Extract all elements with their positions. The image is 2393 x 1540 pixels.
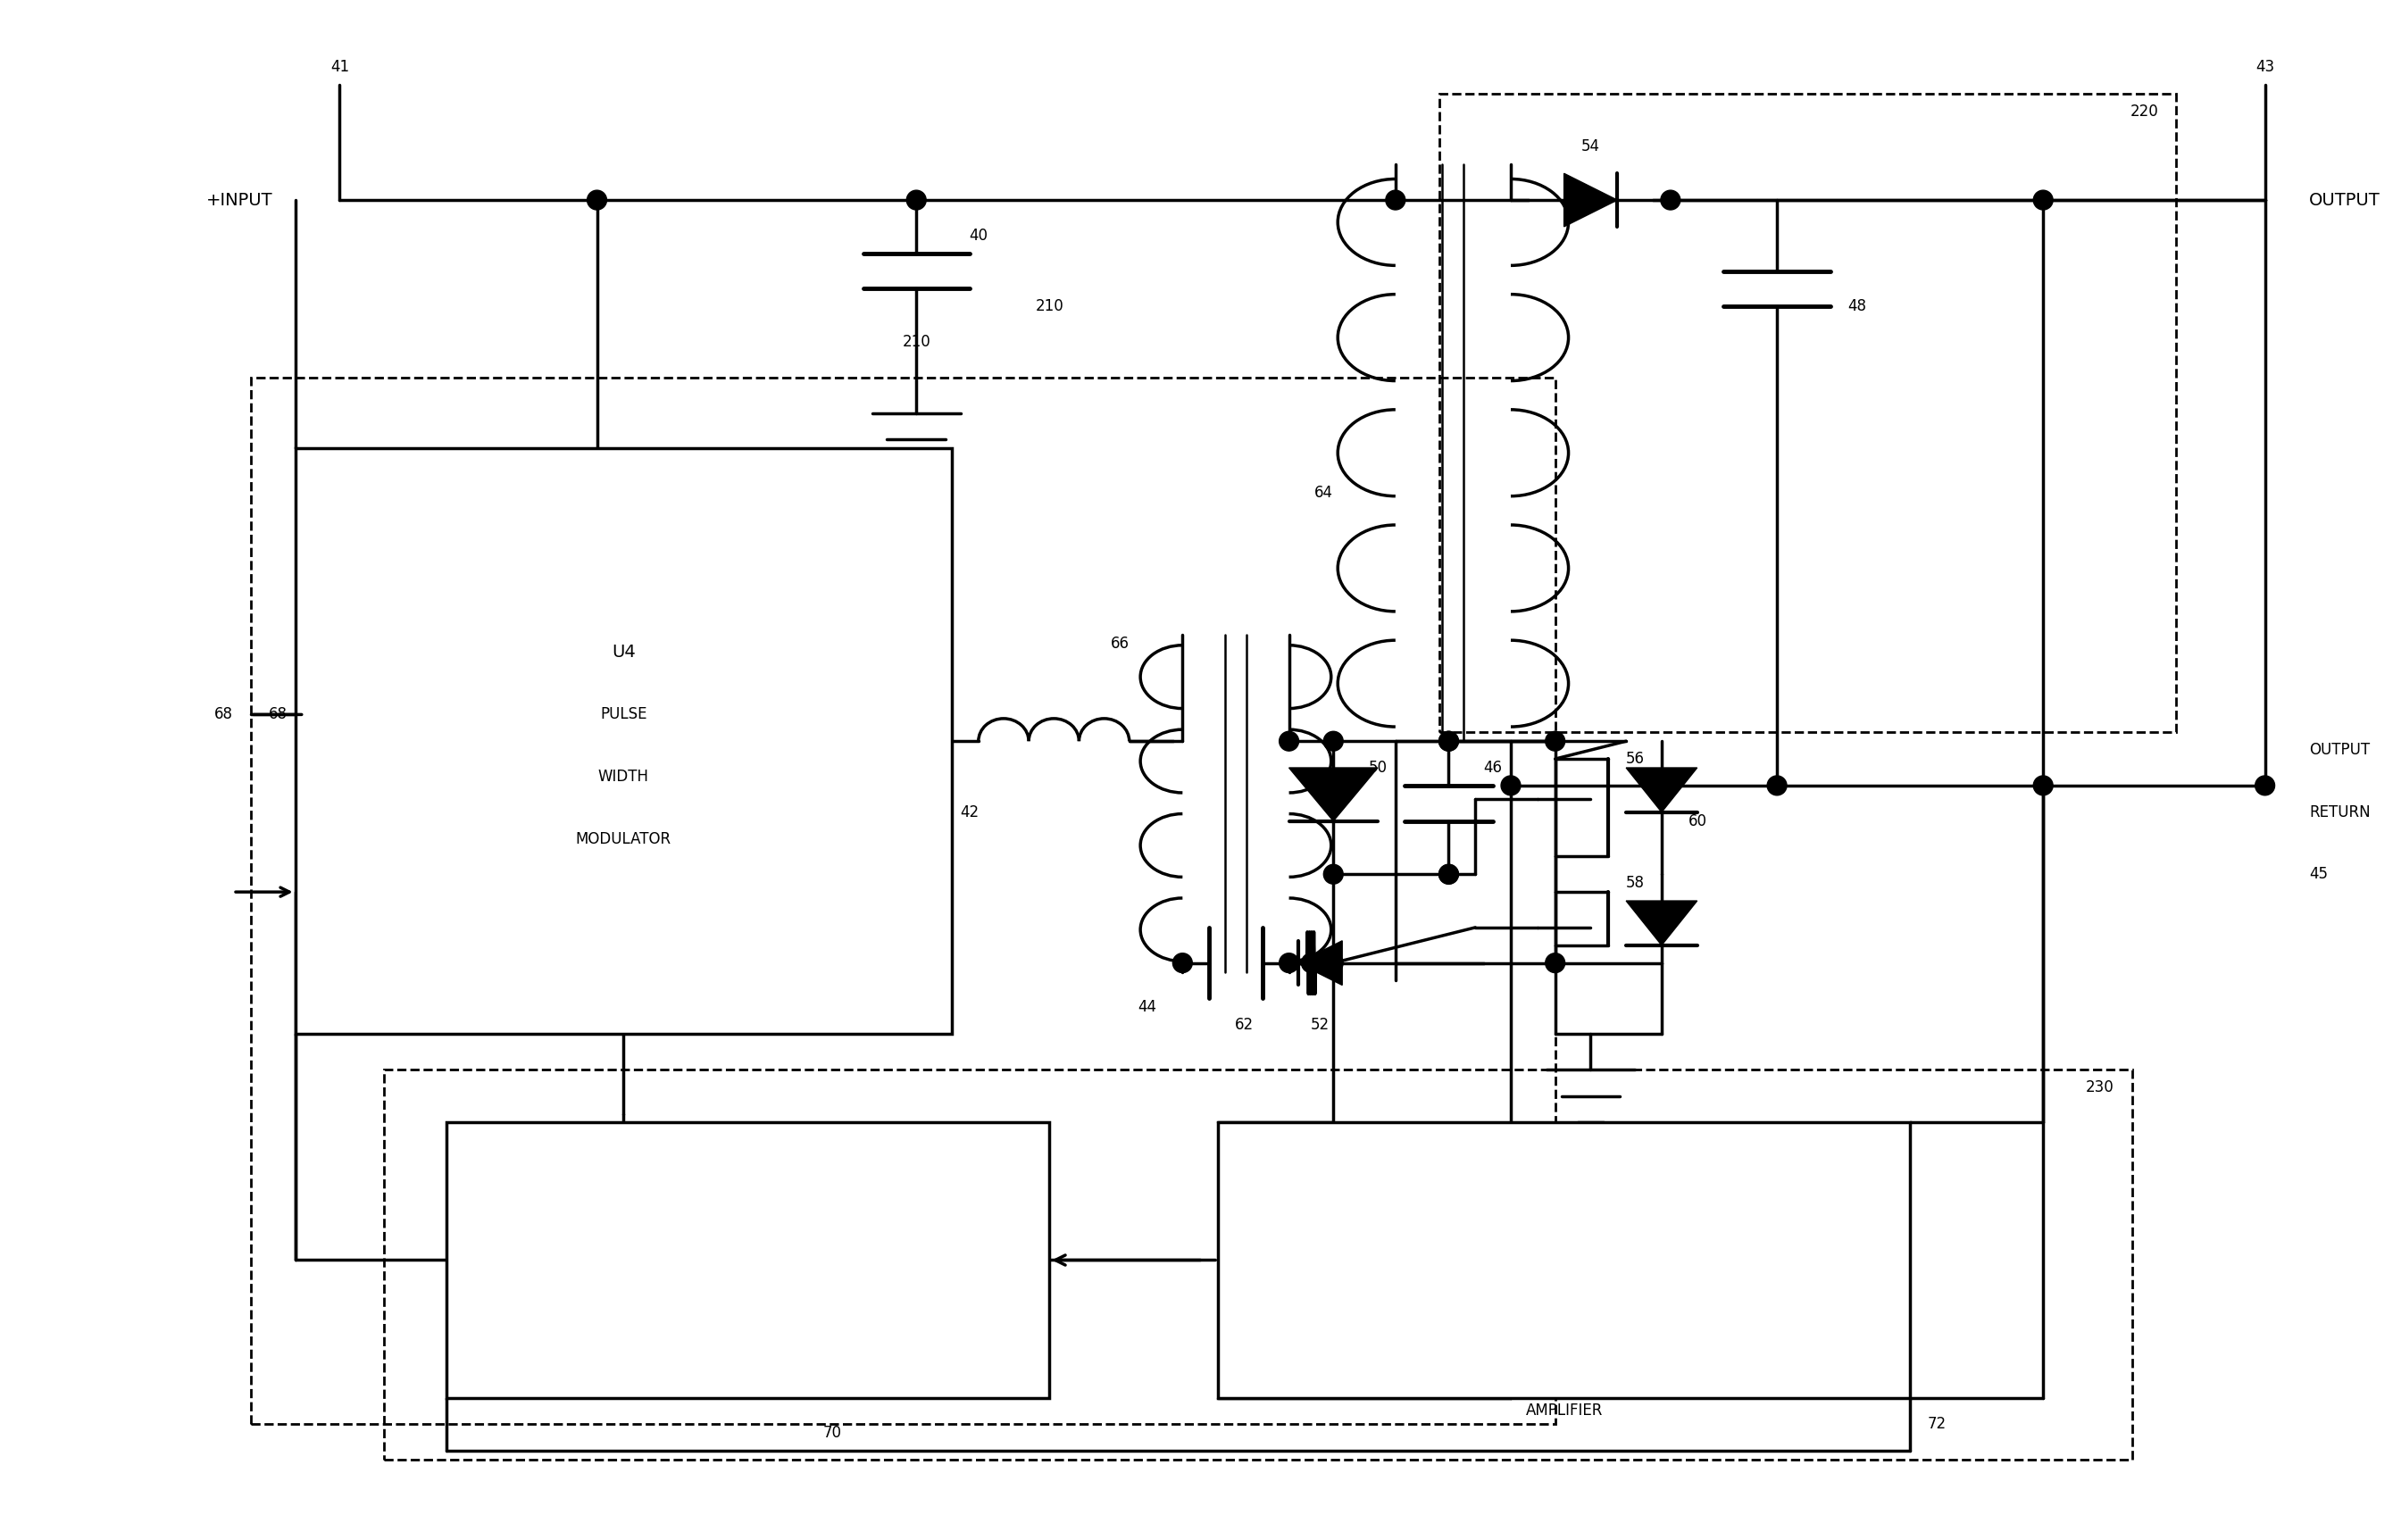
Polygon shape xyxy=(1627,901,1697,946)
Circle shape xyxy=(1323,953,1342,973)
Bar xyxy=(1441,94,2175,733)
Text: 220: 220 xyxy=(2130,103,2158,120)
Text: WIDTH: WIDTH xyxy=(598,768,649,785)
Text: REFERENCE: REFERENCE xyxy=(1520,1217,1608,1232)
Text: 40: 40 xyxy=(969,228,988,243)
Circle shape xyxy=(1546,953,1565,973)
Circle shape xyxy=(1500,776,1520,795)
Circle shape xyxy=(1323,864,1342,884)
Text: 52: 52 xyxy=(1311,1016,1331,1033)
Circle shape xyxy=(1386,191,1405,209)
Text: 230: 230 xyxy=(2087,1080,2113,1095)
Circle shape xyxy=(1661,191,1680,209)
Circle shape xyxy=(1280,732,1299,752)
Text: AMPLIFIER: AMPLIFIER xyxy=(1524,1403,1603,1418)
Text: U5: U5 xyxy=(735,1181,759,1198)
Bar xyxy=(383,1069,2132,1460)
Circle shape xyxy=(2034,776,2053,795)
Circle shape xyxy=(1438,864,1457,884)
Text: U4: U4 xyxy=(613,644,637,661)
Text: 60: 60 xyxy=(1687,813,1706,829)
Text: PULSE: PULSE xyxy=(601,707,646,722)
Text: 70: 70 xyxy=(823,1424,842,1441)
Text: 66: 66 xyxy=(1110,636,1129,651)
Circle shape xyxy=(907,191,926,209)
Text: OUTPUT: OUTPUT xyxy=(2309,742,2369,758)
Circle shape xyxy=(1766,776,1788,795)
Circle shape xyxy=(586,191,608,209)
Text: 68: 68 xyxy=(215,707,232,722)
Text: MODULATOR: MODULATOR xyxy=(577,830,672,847)
Text: 43: 43 xyxy=(2257,59,2273,75)
Polygon shape xyxy=(1290,768,1378,821)
Circle shape xyxy=(2254,776,2276,795)
Polygon shape xyxy=(1627,768,1697,812)
Circle shape xyxy=(1280,953,1299,973)
Circle shape xyxy=(1302,953,1321,973)
Text: 56: 56 xyxy=(1627,752,1644,767)
Text: +INPUT: +INPUT xyxy=(206,191,273,208)
Bar xyxy=(445,1123,1051,1398)
Text: 58: 58 xyxy=(1627,875,1644,892)
Text: 210: 210 xyxy=(902,334,931,350)
Circle shape xyxy=(1323,732,1342,752)
Bar xyxy=(1218,1123,1910,1398)
Text: 68: 68 xyxy=(268,707,287,722)
Circle shape xyxy=(1438,732,1457,752)
Text: RETURN: RETURN xyxy=(2309,804,2371,821)
Circle shape xyxy=(1173,953,1192,973)
Bar xyxy=(294,448,952,1033)
Circle shape xyxy=(1438,732,1457,752)
Text: 54: 54 xyxy=(1582,139,1601,156)
Text: 41: 41 xyxy=(330,59,349,75)
Circle shape xyxy=(1546,732,1565,752)
Text: OUTPUT: OUTPUT xyxy=(2309,191,2381,208)
Text: 50: 50 xyxy=(1369,759,1388,776)
Text: 44: 44 xyxy=(1137,999,1156,1015)
Text: 72: 72 xyxy=(1929,1417,1946,1432)
Text: 64: 64 xyxy=(1314,485,1333,500)
Text: 46: 46 xyxy=(1484,759,1503,776)
Text: ISOLATOR: ISOLATOR xyxy=(711,1314,785,1331)
Text: 48: 48 xyxy=(1847,299,1867,314)
Polygon shape xyxy=(1565,174,1618,226)
Bar xyxy=(251,377,1555,1424)
Text: AND: AND xyxy=(1548,1278,1579,1295)
Text: 42: 42 xyxy=(960,804,979,821)
Circle shape xyxy=(2034,191,2053,209)
Polygon shape xyxy=(1297,941,1342,986)
Text: 62: 62 xyxy=(1235,1016,1254,1033)
Text: FEEDBACK: FEEDBACK xyxy=(708,1252,787,1267)
Text: ERROR: ERROR xyxy=(1539,1341,1589,1357)
Circle shape xyxy=(1438,864,1457,884)
Text: 210: 210 xyxy=(1036,299,1062,314)
Text: U6: U6 xyxy=(1553,1153,1577,1170)
Text: 45: 45 xyxy=(2309,865,2328,882)
